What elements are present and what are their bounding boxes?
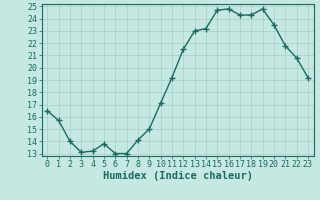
X-axis label: Humidex (Indice chaleur): Humidex (Indice chaleur): [103, 171, 252, 181]
